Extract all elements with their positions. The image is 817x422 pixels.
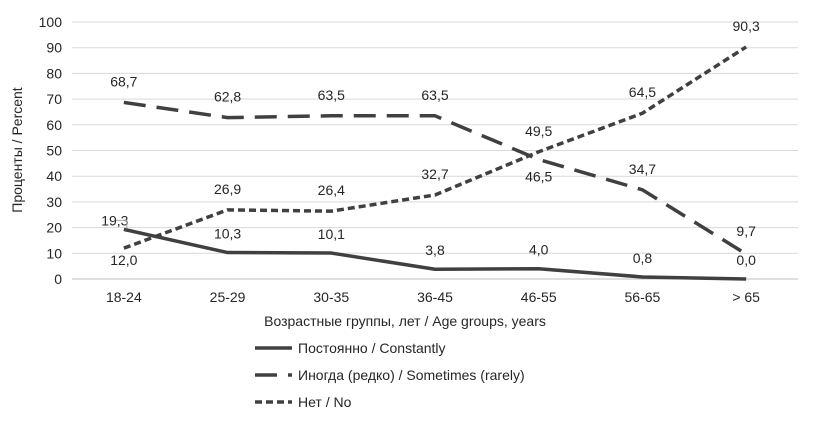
- data-label: 26,4: [318, 182, 345, 198]
- data-label: 63,5: [421, 87, 448, 103]
- data-label: 63,5: [318, 87, 345, 103]
- gridlines: [72, 21, 798, 280]
- data-label: 9,7: [736, 223, 756, 239]
- legend-label: Постоянно / Constantly: [298, 340, 446, 356]
- data-label: 68,7: [110, 73, 137, 89]
- series-line: [123, 227, 747, 281]
- series-line: [123, 45, 748, 250]
- x-tick-label: 18-24: [106, 289, 142, 305]
- data-label: 0,8: [633, 250, 653, 266]
- y-axis-ticks: 0 10 20 30 40 50 60 70 80 90 100: [39, 14, 63, 287]
- data-label: 46,5: [525, 168, 552, 184]
- data-label: 12,0: [110, 252, 137, 268]
- legend-label: Нет / No: [298, 394, 352, 410]
- x-tick-label: > 65: [732, 289, 760, 305]
- data-label: 62,8: [214, 89, 241, 105]
- data-labels: 19,3 10,3 10,1 3,8 4,0 0,8 0,0 68,7 62,8 63,5 63,5…: [101, 18, 760, 268]
- series-lines: [123, 45, 748, 281]
- x-tick-label: 56-65: [625, 289, 661, 305]
- y-tick-label: 60: [46, 117, 62, 133]
- data-label: 64,5: [629, 84, 656, 100]
- x-tick-label: 25-29: [210, 289, 246, 305]
- data-label: 90,3: [733, 18, 760, 34]
- data-label: 3,8: [425, 242, 445, 258]
- y-tick-label: 0: [54, 271, 62, 287]
- x-tick-label: 36-45: [417, 289, 453, 305]
- y-tick-label: 100: [39, 14, 63, 30]
- y-tick-label: 30: [46, 194, 62, 210]
- series-line: [123, 100, 748, 256]
- data-label: 49,5: [525, 123, 552, 139]
- legend-label: Иногда (редко) / Sometimes (rarely): [298, 367, 525, 383]
- data-label: 10,1: [318, 226, 345, 242]
- y-tick-label: 40: [46, 168, 62, 184]
- x-axis-title: Возрастные группы, лет / Age groups, yea…: [264, 313, 546, 329]
- x-tick-label: 46-55: [521, 289, 557, 305]
- data-label: 4,0: [529, 242, 549, 258]
- y-tick-label: 10: [46, 245, 62, 261]
- legend: Постоянно / Constantly Иногда (редко) / S…: [255, 340, 525, 410]
- y-axis-title: Проценты / Percent: [9, 87, 25, 213]
- data-label: 19,3: [101, 212, 128, 228]
- data-label: 34,7: [629, 161, 656, 177]
- x-axis-ticks: 18-24 25-29 30-35 36-45 46-55 56-65 > 65: [106, 289, 760, 305]
- y-tick-label: 80: [46, 65, 62, 81]
- data-label: 10,3: [214, 226, 241, 242]
- data-label: 26,9: [214, 181, 241, 197]
- data-label: 0,0: [736, 252, 756, 268]
- leader-line: [115, 219, 128, 229]
- y-tick-label: 90: [46, 40, 62, 56]
- data-label: 32,7: [421, 166, 448, 182]
- y-tick-label: 20: [46, 220, 62, 236]
- x-tick-label: 30-35: [313, 289, 349, 305]
- y-tick-label: 50: [46, 143, 62, 159]
- y-tick-label: 70: [46, 91, 62, 107]
